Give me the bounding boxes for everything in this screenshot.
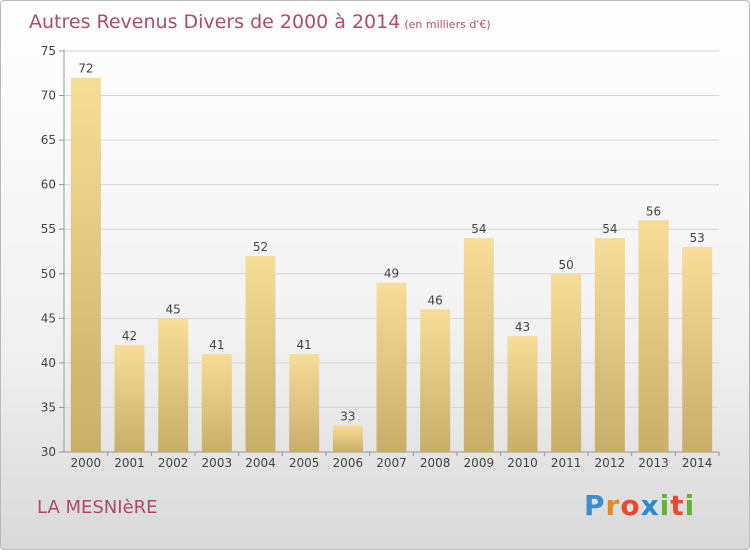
bar-2000 <box>70 77 101 452</box>
data-label-2007: 49 <box>384 267 399 281</box>
x-tick-label-2004: 2004 <box>245 456 276 470</box>
x-tick-label-2000: 2000 <box>71 456 102 470</box>
data-label-2001: 42 <box>122 329 137 343</box>
bar-2014 <box>682 247 713 452</box>
x-tick-label-2013: 2013 <box>638 456 669 470</box>
x-tick-label-2005: 2005 <box>289 456 320 470</box>
data-label-2009: 54 <box>471 222 486 236</box>
x-tick-label-2009: 2009 <box>464 456 495 470</box>
data-label-2010: 43 <box>515 320 530 334</box>
bar-2005 <box>289 353 320 452</box>
x-tick-label-2014: 2014 <box>682 456 713 470</box>
data-label-2012: 54 <box>602 222 617 236</box>
x-tick-label-2010: 2010 <box>507 456 538 470</box>
bar-2008 <box>420 309 451 452</box>
bar-2004 <box>245 255 276 452</box>
commune-name: LA MESNIèRE <box>37 497 158 518</box>
bar-2011 <box>551 273 582 452</box>
bar-2013 <box>638 220 669 452</box>
x-tick-label-2002: 2002 <box>158 456 189 470</box>
bar-2001 <box>114 345 145 452</box>
y-tick-label: 65 <box>41 133 56 147</box>
y-tick-label: 45 <box>41 311 56 325</box>
logo-letter: P <box>584 489 606 522</box>
data-label-2011: 50 <box>559 258 574 272</box>
x-tick-label-2008: 2008 <box>420 456 451 470</box>
data-label-2005: 41 <box>297 338 312 352</box>
data-label-2004: 52 <box>253 240 268 254</box>
data-label-2002: 45 <box>166 302 181 316</box>
data-label-2003: 41 <box>209 338 224 352</box>
data-label-2014: 53 <box>690 231 705 245</box>
bar-2006 <box>332 425 363 452</box>
data-label-2006: 33 <box>340 409 355 423</box>
data-label-2000: 72 <box>78 62 93 76</box>
logo-letter: i <box>659 489 671 522</box>
proxiti-logo: Proxiti <box>584 489 695 522</box>
x-tick-label-2006: 2006 <box>333 456 364 470</box>
logo-letter: i <box>684 489 696 522</box>
y-tick-label: 50 <box>41 267 56 281</box>
chart-subtitle: (en milliers d'€) <box>404 18 491 31</box>
data-label-2013: 56 <box>646 204 661 218</box>
bar-2007 <box>376 282 407 452</box>
bar-2002 <box>158 318 189 452</box>
logo-letter: x <box>640 489 660 522</box>
chart-title-text: Autres Revenus Divers de 2000 à 2014 <box>29 11 401 33</box>
y-tick-label: 70 <box>41 89 56 103</box>
bar-2012 <box>594 238 625 452</box>
x-tick-label-2001: 2001 <box>114 456 145 470</box>
y-tick-label: 35 <box>41 400 56 414</box>
logo-letter: o <box>620 489 641 522</box>
chart-title: Autres Revenus Divers de 2000 à 2014 (en … <box>29 11 491 33</box>
y-tick-label: 55 <box>41 222 56 236</box>
bar-2010 <box>507 336 538 452</box>
y-tick-label: 75 <box>41 44 56 58</box>
x-tick-label-2012: 2012 <box>595 456 626 470</box>
logo-letter: r <box>605 489 621 522</box>
y-tick-label: 40 <box>41 356 56 370</box>
y-tick-label: 30 <box>41 445 56 459</box>
y-tick-label: 60 <box>41 178 56 192</box>
data-label-2008: 46 <box>428 293 443 307</box>
logo-letter: t <box>670 489 685 522</box>
x-tick-label-2011: 2011 <box>551 456 582 470</box>
bar-2003 <box>201 353 232 452</box>
x-tick-label-2007: 2007 <box>376 456 407 470</box>
x-tick-label-2003: 2003 <box>202 456 233 470</box>
bar-2009 <box>463 238 494 452</box>
